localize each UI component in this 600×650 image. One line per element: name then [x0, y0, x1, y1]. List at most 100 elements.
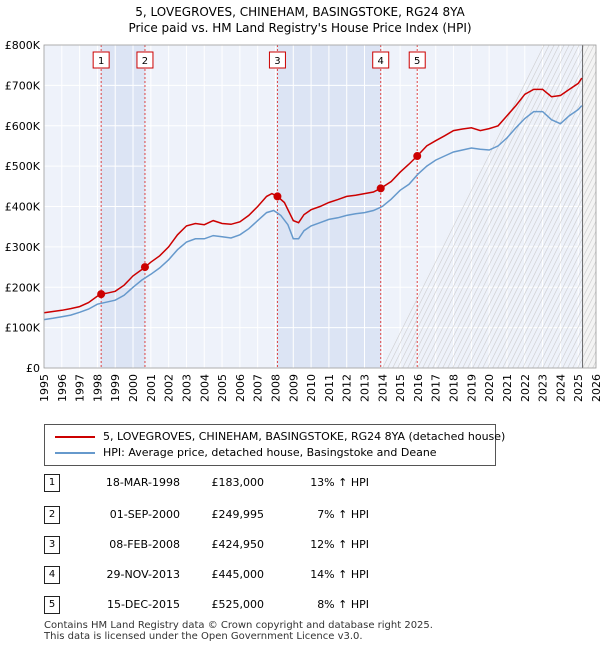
footer: Contains HM Land Registry data © Crown c… [44, 620, 433, 642]
legend-label-hpi: HPI: Average price, detached house, Basi… [103, 446, 437, 459]
legend-swatch-property [55, 436, 95, 438]
y-tick-label: £100K [5, 322, 41, 335]
table-row: 4 29-NOV-2013 £445,000 14% ↑ HPI [44, 566, 444, 584]
legend-label-property: 5, LOVEGROVES, CHINEHAM, BASINGSTOKE, RG… [103, 430, 506, 443]
forecast-hatch [437, 50, 596, 368]
sale-label-box [408, 51, 426, 69]
sale-point [140, 263, 149, 272]
forecast-hatch [537, 250, 596, 368]
forecast-hatch [507, 190, 596, 368]
transaction-number: 2 [44, 506, 60, 524]
x-tick-label: 2009 [287, 374, 300, 402]
x-tick-label: 2012 [341, 374, 354, 402]
y-tick-label: £200K [5, 281, 41, 294]
legend-swatch-hpi [55, 452, 95, 454]
x-tick-label: 2004 [198, 374, 211, 402]
table-row: 5 15-DEC-2015 £525,000 8% ↑ HPI [44, 596, 444, 614]
forecast-hatch [457, 90, 596, 368]
forecast-hatch [477, 130, 596, 368]
x-tick-label: 2006 [234, 374, 247, 402]
y-tick-label: £800K [5, 39, 41, 52]
transaction-number: 5 [44, 596, 60, 614]
chart-title: 5, LOVEGROVES, CHINEHAM, BASINGSTOKE, RG… [135, 5, 465, 19]
x-tick-label: 1995 [38, 374, 51, 402]
sale-label: 5 [408, 51, 426, 69]
forecast-region [382, 45, 596, 368]
transaction-hpi: 14% ↑ HPI [310, 568, 369, 581]
forecast-hatch [442, 60, 596, 368]
forecast-hatch [482, 140, 596, 368]
transaction-number: 4 [44, 566, 60, 584]
sale-point [413, 152, 422, 161]
forecast-background [582, 45, 596, 368]
forecast-hatch [562, 300, 596, 368]
forecast-hatch [532, 240, 596, 368]
transaction-price: £249,995 [211, 508, 265, 521]
x-tick-label: 2017 [430, 374, 443, 402]
transaction-number: 1 [44, 474, 60, 492]
forecast-hatch [512, 200, 596, 368]
transaction-date: 15-DEC-2015 [106, 598, 180, 611]
forecast-hatch [467, 110, 596, 368]
transaction-date: 01-SEP-2000 [109, 508, 180, 521]
x-tick-label: 2003 [180, 374, 193, 402]
y-tick-label: £300K [5, 241, 41, 254]
forecast-hatch [407, 45, 570, 368]
x-tick-label: 2025 [572, 374, 585, 402]
forecast-hatch [497, 170, 596, 368]
x-tick-label: 2026 [590, 374, 600, 402]
x-tick-label: 2013 [359, 374, 372, 402]
x-tick-label: 2001 [145, 374, 158, 402]
forecast-hatch [472, 120, 596, 368]
forecast-hatch [522, 220, 596, 368]
x-tick-label: 1996 [56, 374, 69, 402]
transaction-hpi: 12% ↑ HPI [310, 538, 369, 551]
forecast-hatch [427, 45, 590, 368]
sale-point [376, 184, 385, 193]
chart-subtitle: Price paid vs. HM Land Registry's House … [128, 21, 471, 35]
legend: 5, LOVEGROVES, CHINEHAM, BASINGSTOKE, RG… [44, 424, 505, 466]
x-tick-label: 2011 [323, 374, 336, 402]
transaction-price: £525,000 [211, 598, 265, 611]
hpi-series-line [43, 105, 583, 321]
table-row: 3 08-FEB-2008 £424,950 12% ↑ HPI [44, 536, 444, 554]
table-row: 1 18-MAR-1998 £183,000 13% ↑ HPI [44, 474, 444, 492]
price-chart: 5, LOVEGROVES, CHINEHAM, BASINGSTOKE, RG… [5, 5, 600, 402]
forecast-hatch [392, 45, 555, 368]
x-tick-label: 2010 [305, 374, 318, 402]
sale-label: 3 [268, 51, 286, 69]
sale-point [97, 290, 106, 299]
transaction-price: £424,950 [211, 538, 265, 551]
transaction-hpi: 8% ↑ HPI [317, 598, 369, 611]
y-tick-label: £700K [5, 79, 41, 92]
x-tick-label: 2007 [252, 374, 265, 402]
y-tick-label: £400K [5, 201, 41, 214]
transaction-date: 08-FEB-2008 [109, 538, 180, 551]
forecast-hatch [517, 210, 596, 368]
x-tick-label: 2014 [376, 374, 389, 402]
sale-label-text: 3 [274, 56, 280, 67]
sale-label-text: 5 [414, 56, 420, 67]
x-tick-label: 1997 [74, 374, 87, 402]
sale-label-text: 1 [98, 56, 104, 67]
sale-label-text: 2 [142, 56, 148, 67]
x-tick-label: 1999 [109, 374, 122, 402]
forecast-hatch [452, 80, 596, 368]
x-tick-label: 2015 [394, 374, 407, 402]
table-row: 2 01-SEP-2000 £249,995 7% ↑ HPI [44, 506, 444, 524]
forecast-hatch [417, 45, 580, 368]
forecast-hatch [487, 150, 596, 368]
sale-point [273, 192, 282, 201]
footer-copyright: Contains HM Land Registry data © Crown c… [44, 620, 433, 631]
sale-label: 2 [136, 51, 154, 69]
forecast-hatch [397, 45, 560, 368]
transaction-hpi: 7% ↑ HPI [317, 508, 369, 521]
transaction-date: 18-MAR-1998 [105, 476, 180, 489]
x-tick-label: 2000 [127, 374, 140, 402]
transaction-price: £445,000 [211, 568, 265, 581]
y-tick-label: £600K [5, 120, 41, 133]
forecast-hatch [557, 290, 596, 368]
sale-label: 1 [92, 51, 110, 69]
footer-license: This data is licensed under the Open Gov… [44, 631, 363, 642]
forecast-hatch [382, 45, 545, 368]
